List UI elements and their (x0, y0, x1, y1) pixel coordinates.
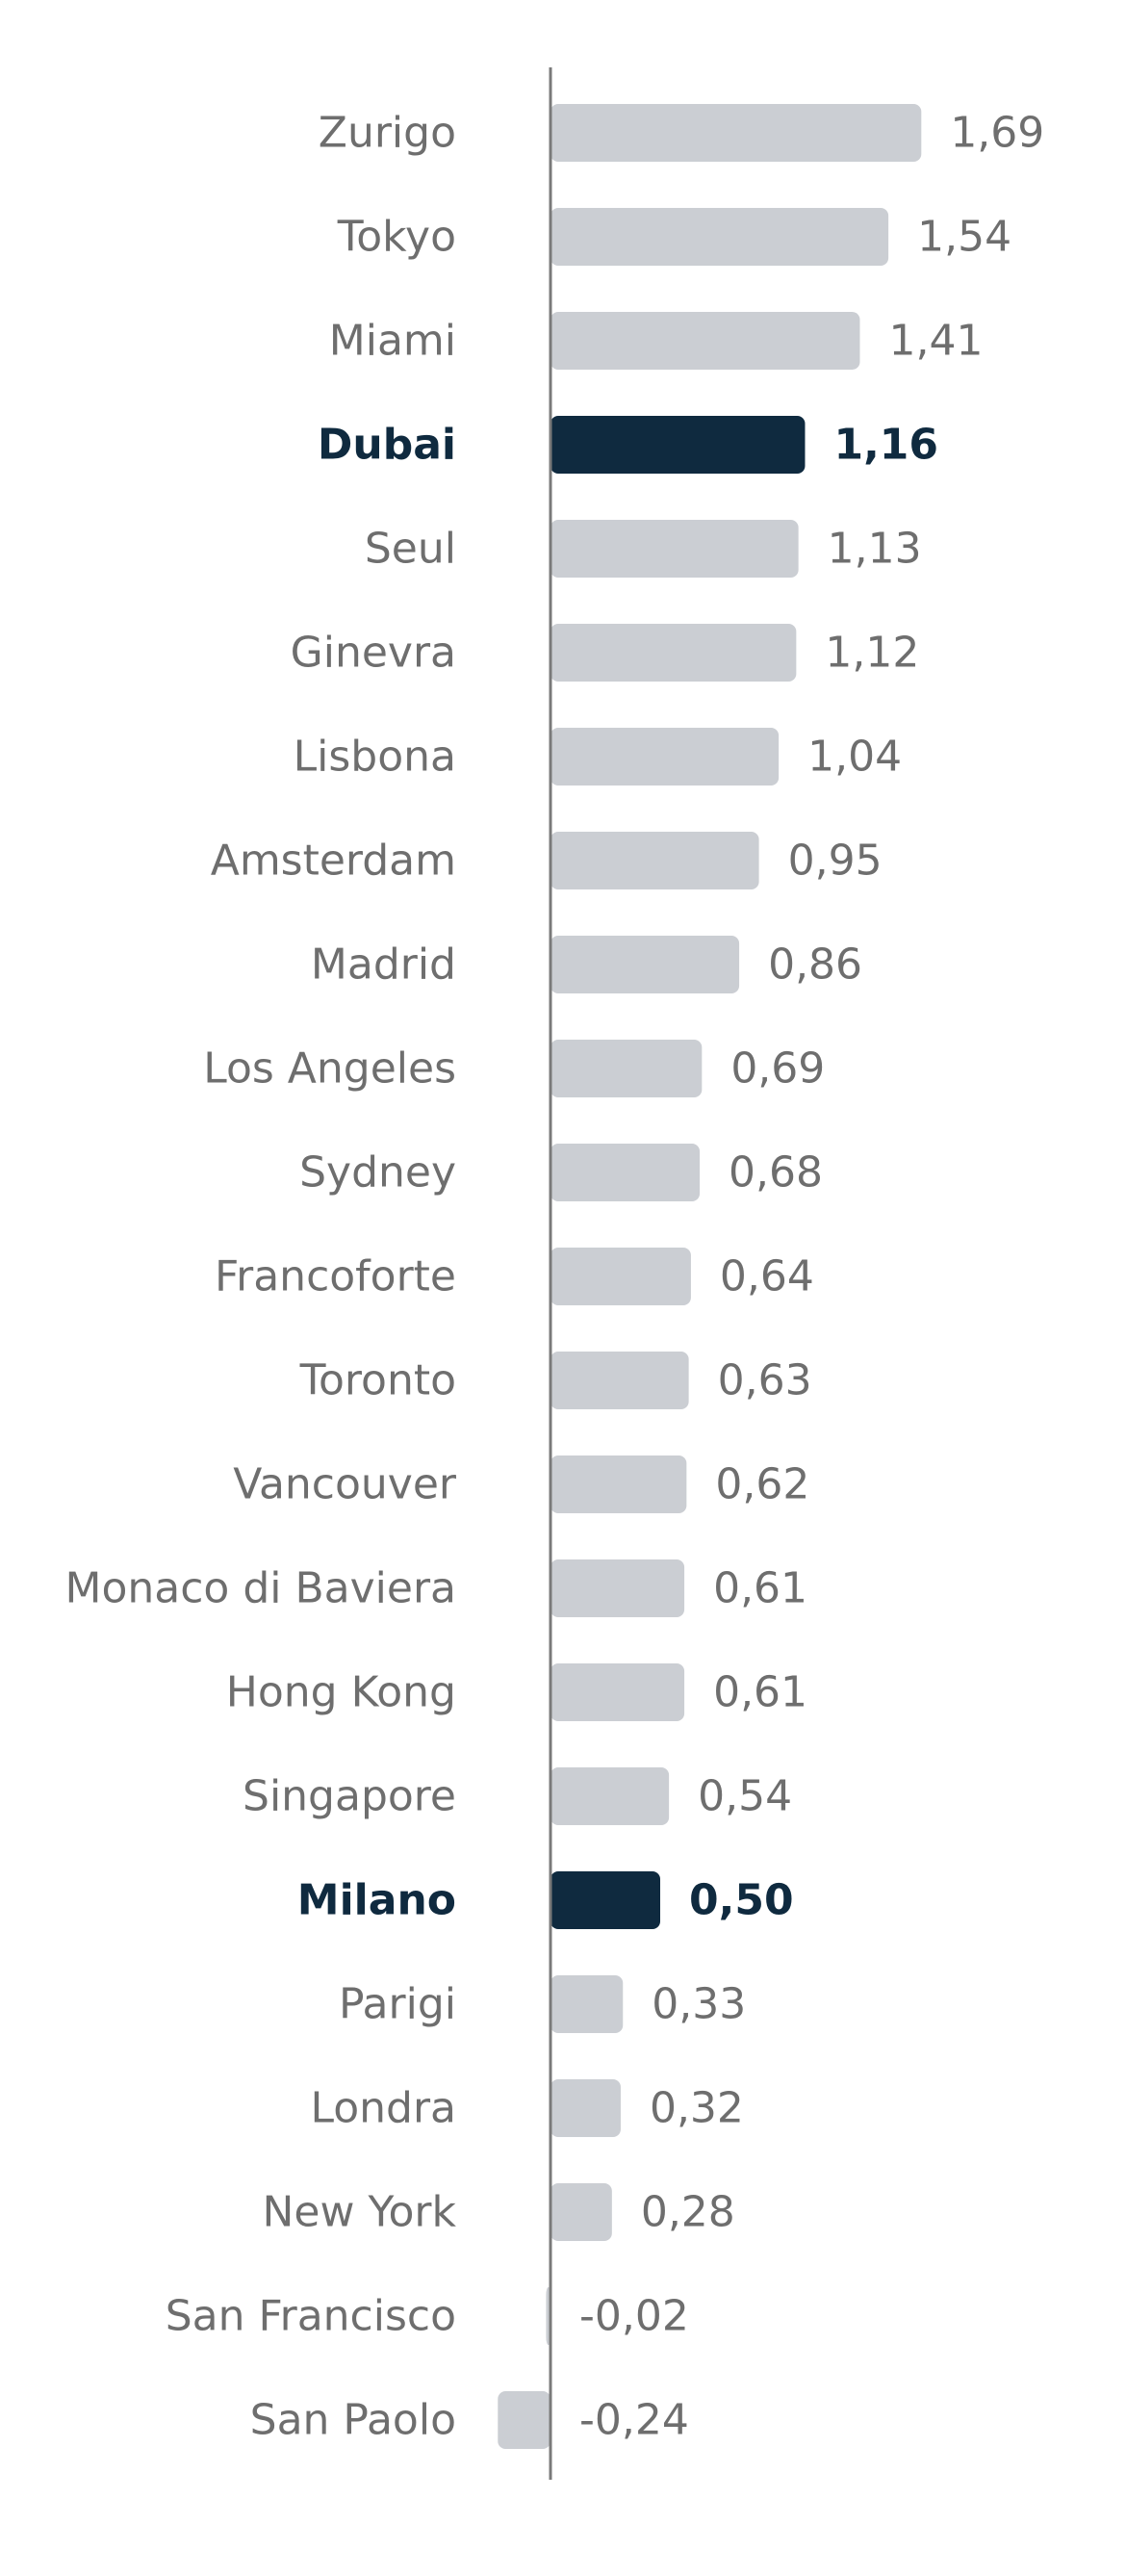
value-label-sydney: 0,68 (729, 1148, 823, 1198)
category-label-seul: Seul (365, 525, 456, 574)
bars-layer (498, 104, 922, 2449)
category-label-amsterdam: Amsterdam (211, 837, 456, 886)
bar-san-paolo (498, 2391, 550, 2449)
category-label-dubai: Dubai (318, 421, 456, 470)
category-label-sydney: Sydney (299, 1148, 456, 1198)
category-label-lisbona: Lisbona (294, 733, 456, 782)
value-label-los-angeles: 0,69 (730, 1044, 825, 1094)
bar-new-york (550, 2183, 612, 2241)
category-label-francoforte: Francoforte (215, 1252, 456, 1301)
value-label-miami: 1,41 (888, 317, 983, 366)
bar-monaco-di-baviera (550, 1559, 685, 1617)
category-label-zurigo: Zurigo (319, 109, 456, 158)
category-label-tokyo: Tokyo (337, 213, 456, 262)
bar-londra (550, 2079, 621, 2137)
category-label-miami: Miami (329, 317, 456, 366)
bar-sydney (550, 1144, 701, 1201)
category-label-madrid: Madrid (311, 940, 456, 990)
bar-toronto (550, 1352, 689, 1409)
value-label-seul: 1,13 (828, 525, 922, 574)
category-label-parigi: Parigi (339, 1980, 456, 2029)
category-label-londra: Londra (310, 2084, 456, 2133)
bar-amsterdam (550, 832, 759, 889)
value-label-milano: 0,50 (689, 1876, 794, 1925)
bar-seul (550, 520, 799, 578)
value-label-monaco-di-baviera: 0,61 (713, 1564, 807, 1613)
value-label-madrid: 0,86 (768, 940, 862, 990)
value-label-parigi: 0,33 (652, 1980, 746, 2029)
bar-dubai (550, 416, 806, 474)
bar-tokyo (550, 208, 889, 266)
value-label-toronto: 0,63 (718, 1356, 812, 1405)
bar-miami (550, 312, 860, 370)
value-label-londra: 0,32 (650, 2084, 744, 2133)
category-label-hong-kong: Hong Kong (226, 1668, 456, 1717)
value-label-san-francisco: -0,02 (579, 2292, 689, 2341)
bar-milano (550, 1871, 660, 1929)
category-label-los-angeles: Los Angeles (203, 1044, 456, 1094)
bar-los-angeles (550, 1040, 703, 1097)
category-label-milano: Milano (297, 1876, 456, 1925)
bar-ginevra (550, 624, 797, 682)
value-label-new-york: 0,28 (641, 2188, 735, 2237)
bar-francoforte (550, 1248, 691, 1305)
value-label-tokyo: 1,54 (917, 213, 1011, 262)
bar-vancouver (550, 1455, 687, 1513)
value-label-san-paolo: -0,24 (579, 2396, 689, 2445)
category-label-monaco-di-baviera: Monaco di Baviera (64, 1564, 456, 1613)
category-label-san-francisco: San Francisco (166, 2292, 456, 2341)
value-label-dubai: 1,16 (833, 421, 938, 470)
bar-singapore (550, 1767, 670, 1825)
value-label-hong-kong: 0,61 (713, 1668, 807, 1717)
bar-hong-kong (550, 1663, 685, 1721)
category-label-san-paolo: San Paolo (250, 2396, 456, 2445)
value-label-vancouver: 0,62 (715, 1460, 809, 1509)
labels-layer: Zurigo 1,69 Tokyo 1,54 Miami 1,41 Dubai 1,16 Seu… (64, 109, 1044, 2445)
bar-parigi (550, 1975, 624, 2033)
value-label-lisbona: 1,04 (807, 733, 902, 782)
value-label-amsterdam: 0,95 (788, 837, 883, 886)
category-label-toronto: Toronto (299, 1356, 456, 1405)
value-label-singapore: 0,54 (698, 1772, 792, 1821)
bar-madrid (550, 936, 740, 993)
value-label-zurigo: 1,69 (950, 109, 1044, 158)
value-label-francoforte: 0,64 (720, 1252, 814, 1301)
category-label-singapore: Singapore (243, 1772, 456, 1821)
category-label-ginevra: Ginevra (291, 629, 456, 678)
category-label-vancouver: Vancouver (233, 1460, 457, 1509)
value-label-ginevra: 1,12 (825, 629, 919, 678)
bar-lisbona (550, 728, 780, 786)
category-label-new-york: New York (263, 2188, 457, 2237)
bar-zurigo (550, 104, 922, 162)
